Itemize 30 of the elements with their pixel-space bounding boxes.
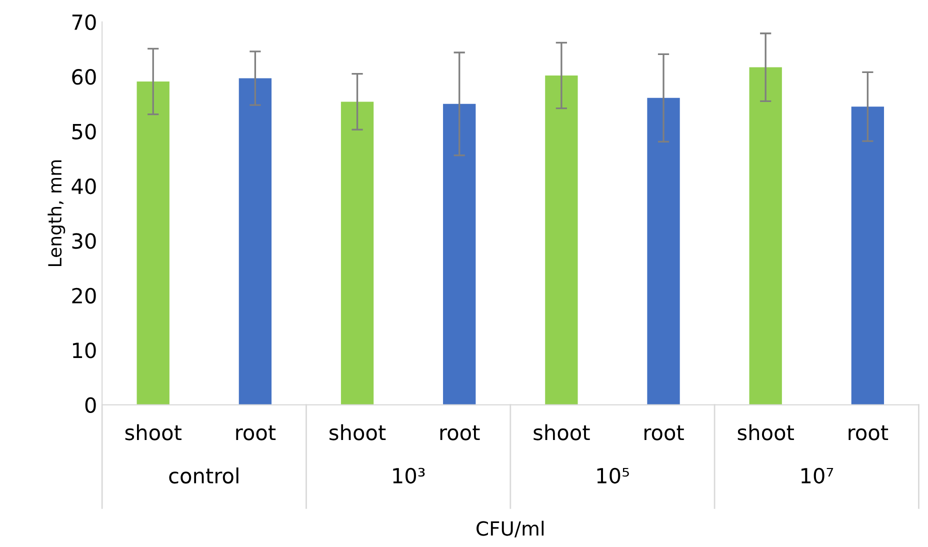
y-tick-label: 30 [72,233,96,249]
y-tick-label: 50 [72,124,96,140]
x-tick-label: root [440,425,480,440]
text: 10³ [393,468,425,484]
bar [238,78,272,405]
x-axis-title: CFU/ml [476,520,544,538]
text: 10⁷ [801,468,834,484]
bar [647,98,680,405]
y-tick-label: 10 [72,342,96,358]
y-tick-label: 0 [85,397,96,413]
x-tick-label: shoot [534,424,590,440]
bar [749,67,782,405]
bar [443,104,476,405]
x-tick-label: shoot [738,424,794,440]
x-tick-label: root [644,425,684,440]
y-axis-title: Length, mm [48,160,66,266]
y-tick-label: 20 [72,288,96,304]
y-tick-label: 70 [72,14,96,30]
text: 10⁵ [597,468,629,484]
bar [340,102,374,405]
y-tick-label: 60 [72,69,96,85]
bar [851,106,884,405]
x-tick-label: shoot [330,424,386,440]
text: control [169,467,238,484]
x-tick-label: root [236,425,276,440]
y-tick-label: 40 [72,178,96,194]
x-tick-label: shoot [125,424,182,440]
bar [136,82,170,405]
x-tick-label: root [848,425,888,440]
bar [545,75,578,405]
